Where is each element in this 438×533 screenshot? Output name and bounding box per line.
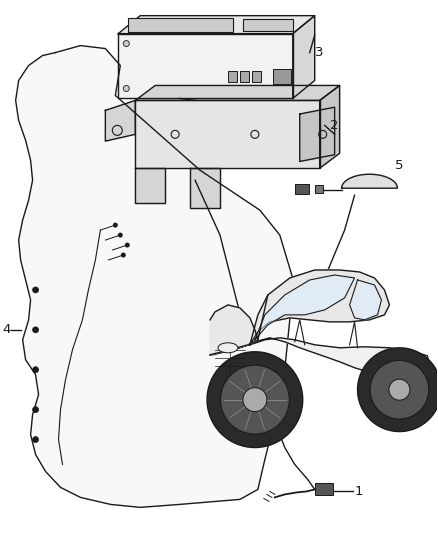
Circle shape [125, 243, 130, 247]
Polygon shape [190, 168, 220, 208]
Polygon shape [16, 46, 295, 507]
Circle shape [220, 365, 290, 434]
Bar [243, 19, 293, 30]
Circle shape [32, 407, 39, 413]
Circle shape [124, 41, 129, 46]
Circle shape [32, 367, 39, 373]
Text: 1: 1 [355, 485, 363, 498]
Polygon shape [342, 174, 397, 188]
Polygon shape [250, 270, 389, 345]
Bar [273, 69, 291, 84]
Circle shape [357, 348, 438, 432]
Bar [295, 184, 309, 194]
Text: 2: 2 [330, 119, 338, 132]
Bar [128, 18, 233, 31]
Circle shape [370, 360, 429, 419]
Polygon shape [293, 15, 314, 99]
Circle shape [32, 327, 39, 333]
Text: 5: 5 [395, 159, 403, 172]
Polygon shape [255, 275, 355, 340]
Polygon shape [210, 305, 258, 355]
Polygon shape [350, 280, 381, 320]
Polygon shape [106, 100, 135, 141]
Bar [228, 70, 237, 83]
Polygon shape [135, 100, 320, 168]
Circle shape [32, 437, 39, 442]
Circle shape [121, 253, 126, 257]
Circle shape [118, 232, 123, 238]
Bar [240, 70, 249, 83]
Circle shape [389, 379, 410, 400]
Polygon shape [135, 168, 165, 203]
Polygon shape [210, 338, 429, 375]
Text: 3: 3 [314, 46, 323, 59]
Polygon shape [118, 15, 314, 34]
Polygon shape [300, 107, 335, 161]
Polygon shape [320, 85, 339, 168]
Circle shape [124, 85, 129, 92]
Polygon shape [118, 34, 293, 99]
Bar [252, 70, 261, 83]
Bar [314, 185, 323, 193]
Circle shape [243, 387, 267, 411]
Text: 4: 4 [3, 324, 11, 336]
Polygon shape [135, 85, 339, 100]
Bar [314, 483, 332, 495]
Circle shape [113, 223, 118, 228]
Circle shape [207, 352, 303, 448]
Circle shape [32, 287, 39, 293]
Ellipse shape [218, 343, 238, 353]
